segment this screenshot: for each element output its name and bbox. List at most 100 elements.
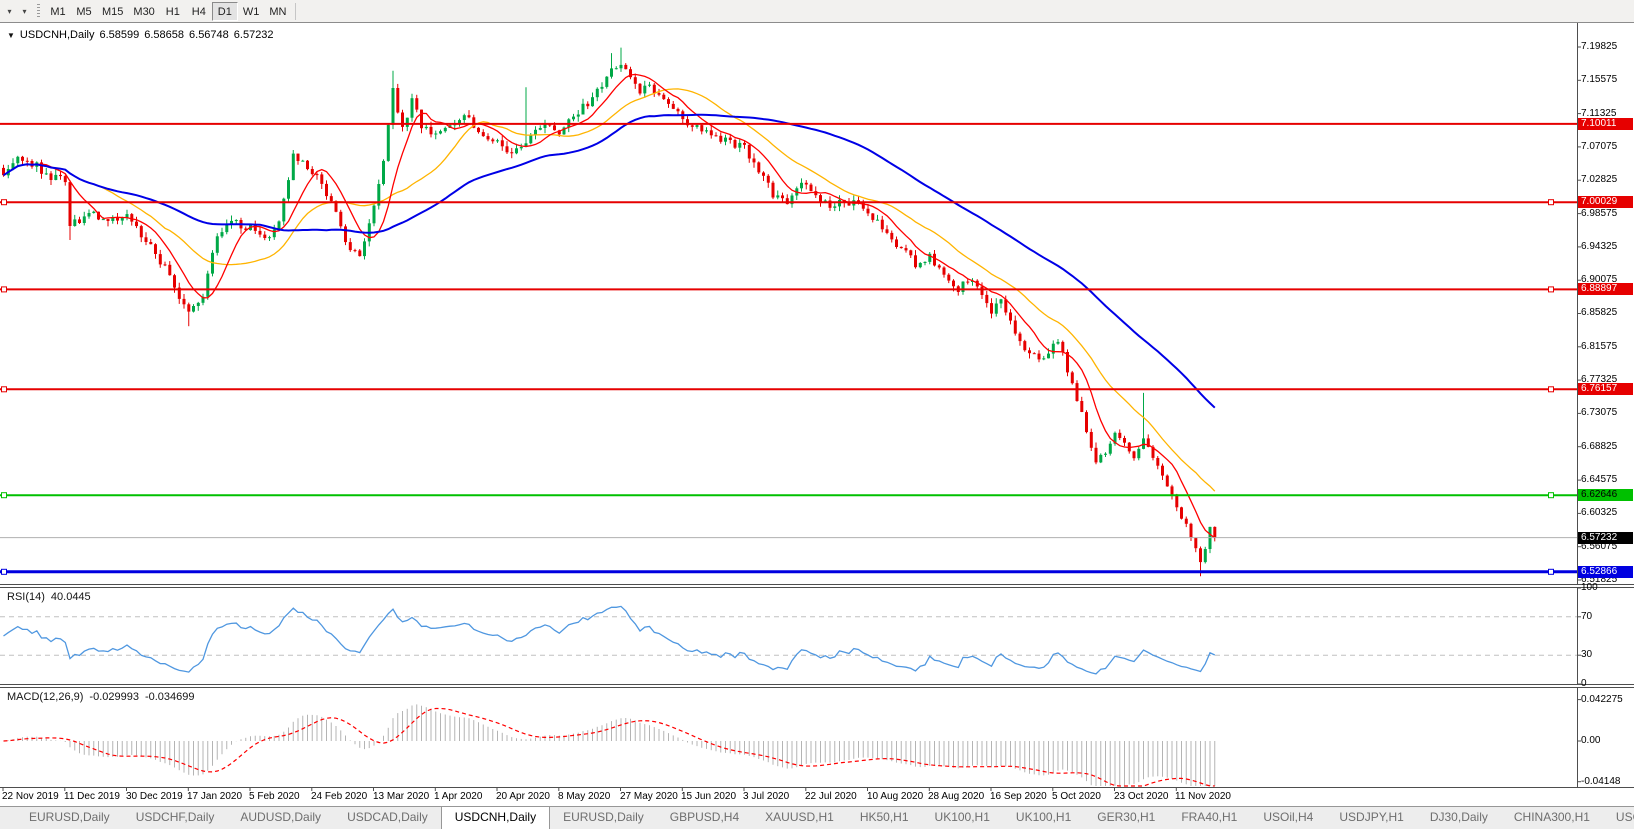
macd-name: MACD(12,26,9) <box>7 691 84 703</box>
chart-tab-eurusd-daily[interactable]: EURUSD,Daily <box>29 810 110 824</box>
timeframe-button-m15[interactable]: M15 <box>102 5 124 18</box>
chart-tab-xauusd-h1[interactable]: XAUUSD,H1 <box>765 810 834 824</box>
macd-main-value: -0.029993 <box>89 691 139 703</box>
chart-dropdown-icon[interactable]: ▾ <box>7 6 12 16</box>
chart-tab-uk100-h1[interactable]: UK100,H1 <box>1015 810 1072 824</box>
date-axis-label: 16 Sep 2020 <box>990 791 1047 802</box>
chart-tab-eurusd-daily[interactable]: EURUSD,Daily <box>563 810 644 824</box>
chart-tab-usdjpy-h1[interactable]: USDJPY,H1 <box>1339 810 1404 824</box>
chart-tab-usoil-h1[interactable]: USOil,H1 <box>1615 810 1634 824</box>
horizontal-level-6.62646[interactable] <box>0 492 1577 499</box>
timeframe-button-m1[interactable]: M1 <box>50 5 66 18</box>
chart-dropdown-icon[interactable]: ▼ <box>7 30 15 40</box>
date-axis-label: 11 Nov 2020 <box>1175 791 1231 802</box>
rsi-value: 40.0445 <box>50 591 91 603</box>
price-level-tag-7.10011: 7.10011 <box>1578 118 1633 130</box>
horizontal-level-7.00029[interactable] <box>0 199 1577 206</box>
price-tick-label: 6.68825 <box>1581 441 1618 452</box>
macd-signal-line <box>3 707 1215 787</box>
date-axis-label: 17 Jan 2020 <box>187 791 243 802</box>
horizontal-level-6.52866[interactable] <box>0 568 1577 575</box>
toolbar-dropdown-icon[interactable]: ▾ <box>22 6 27 16</box>
horizontal-level-6.88897[interactable] <box>0 286 1577 293</box>
chart-tab-uk100-h1[interactable]: UK100,H1 <box>934 810 990 824</box>
date-axis-label: 23 Oct 2020 <box>1114 791 1169 802</box>
date-axis-label: 22 Jul 2020 <box>805 791 857 802</box>
chart-tab-usdchf-daily[interactable]: USDCHF,Daily <box>135 810 215 824</box>
timeframe-button-mn[interactable]: MN <box>269 5 287 18</box>
date-axis-label: 5 Feb 2020 <box>249 791 300 802</box>
rsi-tick-label: 30 <box>1581 649 1593 660</box>
date-axis-label: 27 May 2020 <box>620 791 678 802</box>
date-axis-label: 13 Mar 2020 <box>373 791 430 802</box>
chart-tab-audusd-daily[interactable]: AUDUSD,Daily <box>240 810 322 824</box>
ohlc-low: 6.56748 <box>189 29 229 41</box>
ma-fast-line <box>3 73 1216 539</box>
chart-tab-usdcad-daily[interactable]: USDCAD,Daily <box>347 810 428 824</box>
chart-tab-usdcnh-daily[interactable]: USDCNH,Daily <box>440 807 551 829</box>
date-axis-label: 22 Nov 2019 <box>2 791 59 802</box>
price-level-tag-6.62646: 6.62646 <box>1578 489 1633 501</box>
price-tick-label: 6.73075 <box>1581 407 1618 418</box>
price-tick-label: 6.51825 <box>1581 574 1618 585</box>
date-axis-label: 28 Aug 2020 <box>928 791 985 802</box>
price-axis-border[interactable] <box>1577 23 1578 787</box>
price-tick-label: 6.56075 <box>1581 541 1618 552</box>
ohlc-high: 6.58658 <box>144 29 185 41</box>
timeframe-button-w1[interactable]: W1 <box>242 5 260 18</box>
macd-histogram <box>7 704 1216 786</box>
date-axis-label: 15 Jun 2020 <box>681 791 737 802</box>
macd-tick-label: -0.04148 <box>1581 776 1621 787</box>
horizontal-level-6.76157[interactable] <box>0 386 1577 393</box>
date-axis-label: 8 May 2020 <box>558 791 611 802</box>
price-tick-label: 7.02825 <box>1581 174 1618 185</box>
date-axis-label: 24 Feb 2020 <box>311 791 368 802</box>
ma-slow-line <box>2 113 1216 409</box>
macd-signal-value: -0.034699 <box>144 691 195 703</box>
price-tick-label: 6.98575 <box>1581 208 1618 219</box>
macd-tick-label: 0.042275 <box>1581 694 1623 705</box>
price-tick-label: 6.90075 <box>1581 274 1618 285</box>
time-axis-border[interactable] <box>0 787 1634 788</box>
price-level-tag-6.52866: 6.52866 <box>1578 566 1633 578</box>
chart-title: ▼ USDCNH,Daily 6.58599 6.58658 6.56748 6… <box>7 29 274 41</box>
rsi-name: RSI(14) <box>7 591 45 603</box>
chart-tab-china300-h1[interactable]: CHINA300,H1 <box>1513 810 1590 824</box>
toolbar-separator <box>295 2 297 20</box>
chart-tab-dj30-daily[interactable]: DJ30,Daily <box>1429 810 1488 824</box>
pane-splitter-macd[interactable] <box>0 684 1634 688</box>
price-level-tag-6.76157: 6.76157 <box>1578 383 1633 395</box>
price-tick-label: 6.64575 <box>1581 474 1618 485</box>
chart-tab-fra40-h1[interactable]: FRA40,H1 <box>1181 810 1238 824</box>
date-axis-label: 3 Jul 2020 <box>743 791 790 802</box>
timeframe-button-h4[interactable]: H4 <box>191 5 206 18</box>
timeframe-button-m5[interactable]: M5 <box>76 5 92 18</box>
rsi-tick-label: 100 <box>1581 582 1598 593</box>
date-axis-label: 5 Oct 2020 <box>1052 791 1101 802</box>
timeframe-button-h1[interactable]: H1 <box>165 5 180 18</box>
chart-tab-usoil-h4[interactable]: USOil,H4 <box>1263 810 1314 824</box>
date-axis-label: 10 Aug 2020 <box>867 791 924 802</box>
timeframe-button-d1[interactable]: D1 <box>211 1 238 21</box>
ohlc-close: 6.57232 <box>233 29 274 41</box>
date-axis-label: 30 Dec 2019 <box>126 791 183 802</box>
price-level-tag-6.88897: 6.88897 <box>1578 283 1633 295</box>
rsi-line <box>3 605 1216 675</box>
chart-symbol-label: USDCNH,Daily <box>19 29 95 41</box>
price-tick-label: 7.15575 <box>1581 74 1618 85</box>
timeframe-button-m30[interactable]: M30 <box>133 5 155 18</box>
date-axis-label: 1 Apr 2020 <box>434 791 483 802</box>
price-tick-label: 6.81575 <box>1581 341 1618 352</box>
pane-splitter-rsi[interactable] <box>0 584 1634 588</box>
timeframe-toolbar: ▾ ▾ M1 M5 M15 M30 H1 H4 D1 W1 MN <box>0 0 1634 23</box>
ohlc-open: 6.58599 <box>99 29 140 41</box>
ma-mid-line <box>3 88 1216 492</box>
chart-tab-ger30-h1[interactable]: GER30,H1 <box>1097 810 1156 824</box>
price-tick-label: 7.11325 <box>1581 108 1617 119</box>
price-tick-label: 7.07075 <box>1581 141 1618 152</box>
toolbar-grip[interactable] <box>37 3 40 19</box>
price-tick-label: 6.85825 <box>1581 307 1618 318</box>
chart-tab-hk50-h1[interactable]: HK50,H1 <box>859 810 909 824</box>
chart-tab-gbpusd-h4[interactable]: GBPUSD,H4 <box>669 810 740 824</box>
